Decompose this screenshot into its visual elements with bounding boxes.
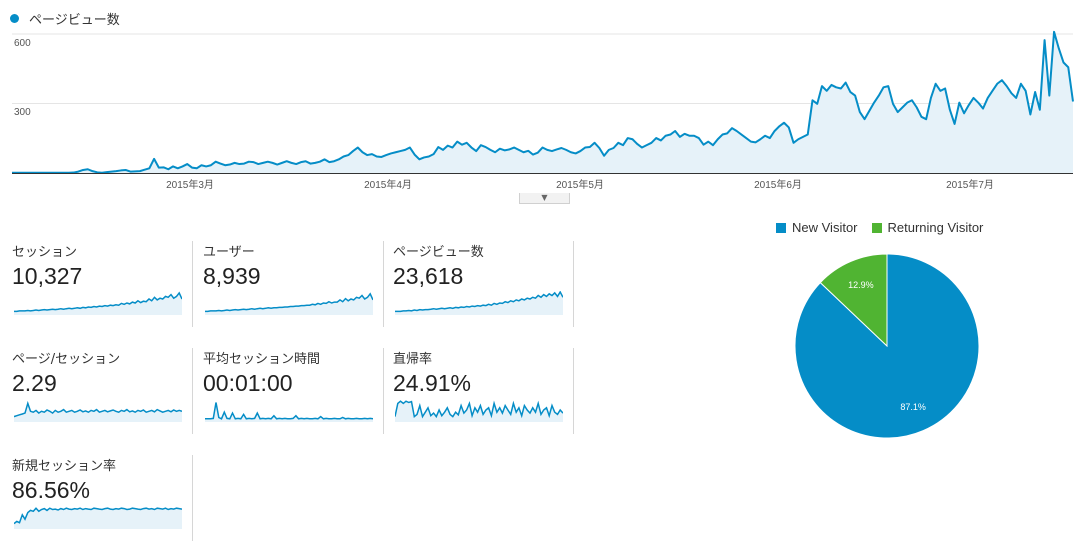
- pie-slice-label: 87.1%: [900, 402, 926, 412]
- metric-label: ユーザー: [203, 245, 255, 260]
- metric-label: ページビュー数: [393, 245, 484, 260]
- expand-chart-handle[interactable]: ▼: [519, 193, 570, 204]
- metric-label: 新規セッション率: [12, 459, 117, 474]
- metric-pageviews[interactable]: ページビュー数 23,618: [393, 241, 574, 327]
- visitor-type-pie-chart[interactable]: 87.1% 12.9%: [786, 245, 988, 447]
- y-tick-label: 300: [14, 107, 31, 118]
- metric-avg-session-duration[interactable]: 平均セッション時間 00:01:00: [203, 348, 384, 434]
- pageviews-line-chart[interactable]: 600 300 2015年3月 2015年4月 2015年5月 2015年6月 …: [0, 30, 1090, 202]
- legend-label: Returning Visitor: [887, 220, 984, 235]
- metric-value: 2.29: [12, 370, 57, 396]
- y-tick-label: 600: [14, 38, 31, 49]
- x-tick-label: 2015年4月: [364, 178, 412, 191]
- metric-label: 直帰率: [393, 352, 433, 367]
- legend-swatch: [871, 222, 882, 233]
- series-label: ページビュー数: [29, 12, 120, 28]
- metric-value: 10,327: [12, 263, 83, 289]
- x-tick-label: 2015年6月: [754, 178, 802, 191]
- metric-value: 00:01:00: [203, 370, 293, 396]
- metric-sparkline: [205, 402, 373, 422]
- legend-label: New Visitor: [792, 220, 858, 235]
- x-tick-label: 2015年5月: [556, 178, 604, 191]
- pie-slice-label: 12.9%: [848, 280, 874, 290]
- x-tick-label: 2015年7月: [946, 178, 994, 191]
- pie-slice-returning-visitor[interactable]: [819, 253, 888, 348]
- legend-item-new-visitor[interactable]: New Visitor: [776, 220, 858, 235]
- metric-sparkline: [14, 400, 182, 422]
- metric-sparkline: [395, 400, 563, 422]
- metric-value: 8,939: [203, 263, 261, 289]
- pie-legend: New Visitor Returning Visitor: [776, 220, 997, 235]
- metric-label: ページ/セッション: [12, 352, 121, 367]
- metric-new-session-rate[interactable]: 新規セッション率 86.56%: [12, 455, 193, 541]
- chevron-down-icon: ▼: [541, 193, 548, 202]
- area-fill: [12, 31, 1073, 174]
- legend-item-returning-visitor[interactable]: Returning Visitor: [871, 220, 984, 235]
- metric-sparkline: [205, 292, 373, 315]
- metric-value: 24.91%: [393, 370, 472, 396]
- chart-legend: ページビュー数: [10, 8, 120, 28]
- legend-swatch: [776, 222, 786, 233]
- metric-sparkline: [395, 291, 563, 315]
- series-line: [12, 30, 1074, 174]
- metric-label: 平均セッション時間: [203, 352, 321, 367]
- metric-sparkline: [14, 507, 182, 529]
- metric-sparkline: [14, 291, 182, 315]
- x-tick-label: 2015年3月: [166, 178, 214, 191]
- metric-pages-per-session[interactable]: ページ/セッション 2.29: [12, 348, 193, 434]
- metric-sessions[interactable]: セッション 10,327: [12, 241, 193, 327]
- metric-users[interactable]: ユーザー 8,939: [203, 241, 384, 327]
- metric-bounce-rate[interactable]: 直帰率 24.91%: [393, 348, 574, 434]
- metric-label: セッション: [12, 245, 78, 260]
- metric-value: 86.56%: [12, 477, 91, 503]
- series-dot-icon: [10, 13, 19, 23]
- metric-value: 23,618: [393, 263, 464, 289]
